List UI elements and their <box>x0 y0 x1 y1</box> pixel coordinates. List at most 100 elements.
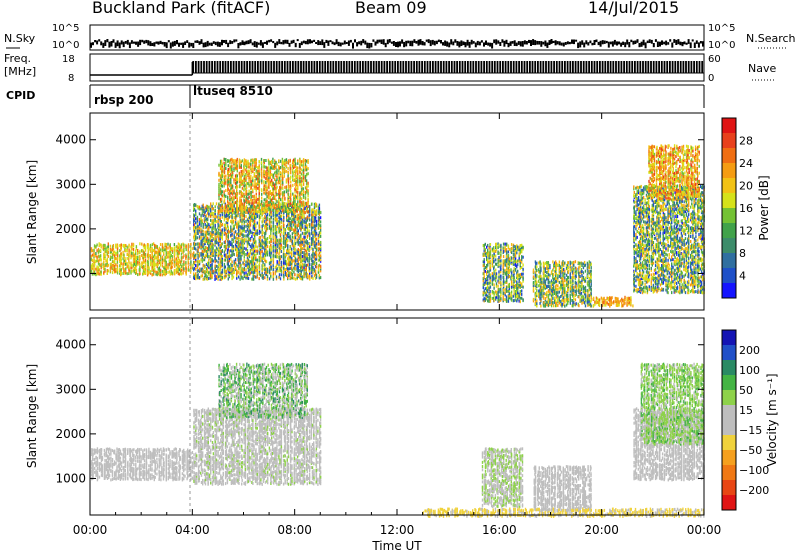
data-cell <box>298 266 299 269</box>
data-cell <box>166 266 167 269</box>
data-cell <box>301 270 302 273</box>
data-cell <box>246 186 247 189</box>
nsky-sample <box>264 42 266 44</box>
data-cell <box>110 256 111 259</box>
data-cell <box>261 197 262 200</box>
data-cell <box>218 172 219 175</box>
data-cell <box>320 211 321 214</box>
data-cell <box>225 178 226 181</box>
nsky-sample <box>172 42 174 47</box>
data-cell <box>261 193 262 196</box>
nsky-sample <box>377 40 379 44</box>
data-cell <box>172 262 173 265</box>
nsky-sample <box>139 40 141 45</box>
data-cell <box>195 248 196 251</box>
freq-sample <box>408 61 410 73</box>
data-cell <box>236 245 237 248</box>
freq-sample <box>429 61 431 73</box>
data-cell <box>231 165 232 168</box>
data-cell <box>197 260 198 263</box>
nsky-sample <box>442 42 444 45</box>
data-cell <box>229 231 230 234</box>
freq-sample <box>357 61 359 73</box>
data-cell <box>274 204 275 207</box>
data-cell <box>162 256 163 259</box>
data-cell <box>301 245 302 248</box>
data-cell <box>113 264 114 267</box>
data-cell <box>228 226 229 229</box>
freq-sample <box>497 61 499 73</box>
data-cell <box>134 258 135 261</box>
nsky-sample <box>362 39 364 43</box>
data-cell <box>230 215 231 218</box>
nsky-sample <box>330 40 332 42</box>
data-cell <box>241 164 242 167</box>
data-cell <box>301 260 302 263</box>
data-cell <box>224 182 225 185</box>
data-cell <box>234 216 235 219</box>
data-cell <box>210 237 211 240</box>
nsky-sample <box>596 40 598 43</box>
data-cell <box>133 248 134 251</box>
data-cell <box>266 200 267 203</box>
data-cell <box>203 258 204 261</box>
nsky-sample <box>215 42 217 45</box>
data-cell <box>194 267 195 270</box>
freq-sample <box>454 61 456 73</box>
data-cell <box>122 251 123 254</box>
data-cell <box>210 258 211 261</box>
data-cell <box>103 265 104 268</box>
nsky-sample <box>325 40 327 43</box>
data-cell <box>307 252 308 255</box>
data-cell <box>260 236 261 239</box>
data-cell <box>312 234 313 237</box>
data-cell <box>287 167 288 170</box>
freq-sample <box>244 61 246 73</box>
data-cell <box>164 265 165 268</box>
data-cell <box>274 163 275 166</box>
data-cell <box>121 247 122 250</box>
nsky-sample <box>350 40 352 43</box>
data-cell <box>217 261 218 264</box>
data-cell <box>155 271 156 274</box>
freq-sample <box>674 61 676 73</box>
data-cell <box>230 249 231 252</box>
nsky-sample <box>655 39 657 42</box>
freq-sample <box>225 61 227 73</box>
data-cell <box>312 208 313 211</box>
data-cell <box>280 198 281 201</box>
data-cell <box>309 242 310 245</box>
data-cell <box>190 260 191 263</box>
nsky-sample <box>137 42 139 47</box>
data-cell <box>230 234 231 237</box>
data-cell <box>182 272 183 275</box>
data-cell <box>283 257 284 260</box>
data-cell <box>273 272 274 275</box>
freq-sample <box>629 61 631 73</box>
nsky-sample <box>610 42 612 45</box>
data-cell <box>237 270 238 273</box>
data-cell <box>290 221 291 224</box>
data-cell <box>92 259 93 262</box>
freq-sample <box>607 61 609 73</box>
nsky-sample <box>688 39 690 44</box>
data-cell <box>108 242 109 245</box>
nsky-sample <box>217 42 219 47</box>
data-cell <box>232 159 233 162</box>
data-cell <box>290 184 291 187</box>
data-cell <box>231 216 232 219</box>
nsky-sample <box>348 41 350 46</box>
data-cell <box>223 185 224 188</box>
data-cell <box>293 277 294 280</box>
data-cell <box>312 254 313 257</box>
freq-sample <box>392 61 394 73</box>
data-cell <box>200 258 201 261</box>
freq-sample <box>284 61 286 73</box>
freq-sample <box>481 61 483 73</box>
freq-sample <box>440 61 442 73</box>
nsky-sample <box>164 42 166 47</box>
data-cell <box>231 229 232 232</box>
data-cell <box>271 221 272 224</box>
data-cell <box>150 261 151 264</box>
freq-sample <box>575 61 577 73</box>
